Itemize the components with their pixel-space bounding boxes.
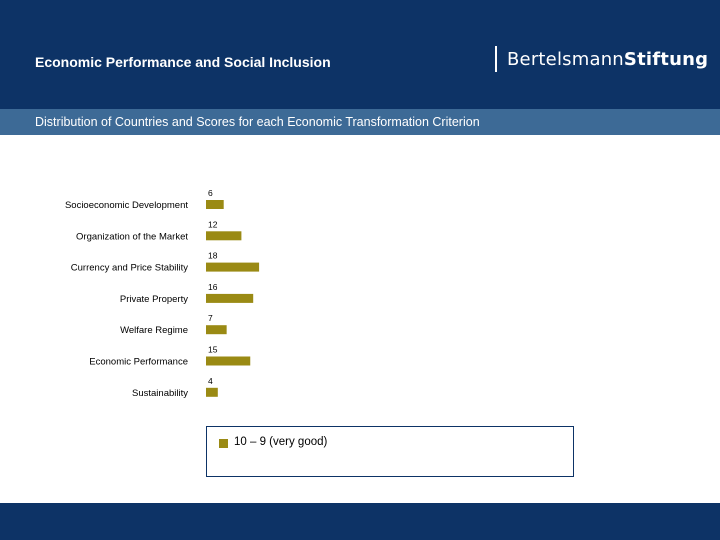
header-band (0, 0, 720, 109)
logo-text-part2: Stiftung (623, 48, 709, 70)
value-label-3: 18 (208, 251, 218, 261)
value-label-5: 7 (208, 313, 213, 323)
category-label-4: Private Property (120, 294, 188, 305)
category-label-6: Economic Performance (89, 357, 188, 368)
bar-5 (206, 325, 227, 335)
bar-7 (206, 387, 218, 397)
bar-4 (206, 293, 254, 303)
legend-label: 10 – 9 (very good) (234, 436, 328, 448)
category-label-7: Sustainability (132, 388, 188, 399)
legend-swatch (219, 439, 228, 448)
bar-2 (206, 231, 242, 241)
page-title: Economic Performance and Social Inclusio… (35, 54, 331, 70)
bar-3 (206, 262, 260, 272)
category-label-1: Socioeconomic Development (65, 200, 188, 211)
subtitle-band (0, 109, 720, 135)
value-label-7: 4 (208, 376, 213, 386)
chart-subtitle: Distribution of Countries and Scores for… (35, 115, 480, 129)
value-label-4: 16 (208, 282, 218, 292)
value-label-1: 6 (208, 188, 213, 198)
category-label-3: Currency and Price Stability (71, 263, 188, 274)
category-label-2: Organization of the Market (76, 231, 188, 242)
logo-text-part1: Bertelsmann (507, 48, 624, 70)
value-label-2: 12 (208, 219, 218, 229)
value-label-6: 15 (208, 345, 218, 355)
bar-6 (206, 356, 251, 366)
chart-legend: 10 – 9 (very good) (206, 426, 574, 477)
bertelsmann-logo: Bertelsmann Stiftung (495, 46, 708, 72)
category-label-5: Welfare Regime (120, 325, 188, 336)
logo-divider (495, 46, 497, 72)
footer-band (0, 503, 720, 540)
bar-1 (206, 200, 224, 209)
